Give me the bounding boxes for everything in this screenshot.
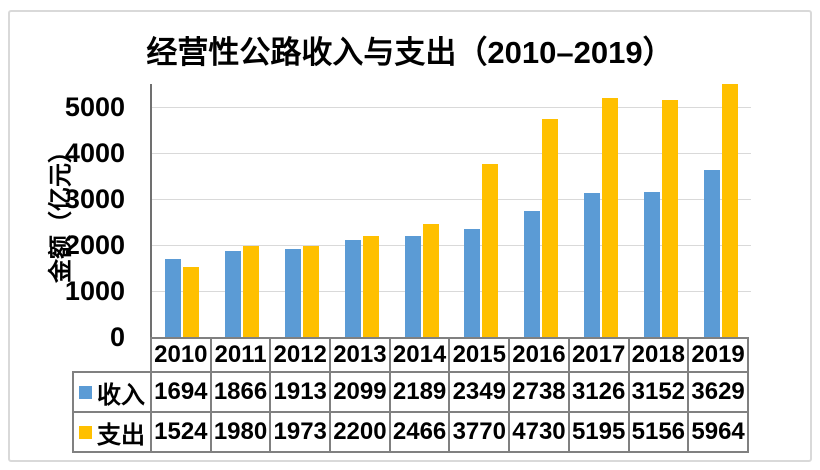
data-table: 2010 2011 2012 2013 2014 2015 2016 2017 2018 2019… (72, 337, 749, 453)
value-cell: 5195 (567, 411, 630, 453)
y-axis-tick-label: 1000 (64, 276, 125, 306)
bar-expense-2018 (662, 99, 679, 337)
value-cell: 1980 (209, 411, 272, 453)
legend-cell: 支出 (72, 411, 152, 453)
y-axis-tick-label: 5000 (64, 92, 125, 122)
gridline (152, 153, 751, 154)
series-row-expense: 支出 1524 1980 1973 2200 2466 3770 4730 5195 5156 59… (72, 411, 749, 453)
legend-cell: 收入 (72, 371, 152, 413)
bar-expense-2019 (722, 84, 739, 337)
bar-income-2015 (464, 228, 481, 337)
value-cell: 3152 (627, 371, 690, 413)
x-axis-year-label: 2015 (448, 337, 511, 373)
bar-expense-2013 (362, 235, 379, 337)
x-axis-year-label: 2018 (627, 337, 690, 373)
value-cell: 1913 (269, 371, 332, 413)
value-cell: 2349 (448, 371, 511, 413)
x-axis-year-label: 2012 (269, 337, 332, 373)
value-cell: 2099 (329, 371, 391, 413)
table-spacer-cell (73, 338, 151, 372)
value-cell: 2466 (388, 411, 451, 453)
gridline (152, 199, 751, 200)
value-cell: 2200 (329, 411, 391, 453)
y-axis-tick-label: 2000 (64, 230, 125, 260)
bar-income-2014 (404, 236, 421, 337)
bar-expense-2014 (422, 223, 439, 337)
chart-title: 经营性公路收入与支出（2010–2019） (146, 35, 674, 70)
gridline (152, 107, 751, 108)
value-cell: 4730 (508, 411, 570, 453)
gridline (152, 245, 751, 246)
bar-income-2013 (344, 240, 361, 337)
x-axis-year-label: 2013 (329, 337, 391, 373)
x-axis-year-label: 2017 (567, 337, 630, 373)
bar-expense-2015 (482, 163, 499, 337)
year-header-row: 2010 2011 2012 2013 2014 2015 2016 2017 2018 2019 (73, 337, 749, 373)
gridline (152, 291, 751, 292)
bar-income-2019 (704, 170, 721, 337)
bar-income-2017 (584, 193, 601, 337)
series-row-income: 收入 1694 1866 1913 2099 2189 2349 2738 3126 3152 36… (72, 371, 749, 413)
bar-income-2011 (224, 251, 241, 337)
value-cell: 3126 (567, 371, 630, 413)
value-cell: 3770 (448, 411, 511, 453)
value-cell: 1524 (150, 411, 212, 453)
x-axis-year-label: 2016 (508, 337, 570, 373)
y-axis-tick-label: 3000 (64, 184, 125, 214)
bar-expense-2016 (542, 119, 559, 337)
bar-expense-2017 (602, 98, 619, 337)
value-cell: 3629 (687, 371, 749, 413)
bar-income-2016 (524, 211, 541, 337)
legend-swatch-expense (79, 425, 92, 439)
bar-income-2010 (164, 259, 181, 337)
bar-income-2012 (284, 249, 301, 337)
x-axis-year-label: 2014 (388, 337, 451, 373)
legend-swatch-income (79, 385, 92, 399)
value-cell: 5156 (627, 411, 690, 453)
plot-area (150, 84, 751, 337)
series-name-label: 收入 (97, 381, 145, 409)
y-axis-tick-label: 0 (109, 322, 125, 352)
value-cell: 2738 (508, 371, 570, 413)
bar-expense-2011 (242, 245, 259, 337)
bar-income-2018 (644, 192, 661, 337)
series-name-label: 支出 (97, 421, 145, 449)
bar-expense-2010 (182, 266, 199, 337)
value-cell: 1973 (269, 411, 332, 453)
x-axis-year-label: 2011 (209, 337, 272, 373)
x-axis-year-label: 2019 (687, 337, 749, 373)
x-axis-year-label: 2010 (150, 337, 212, 373)
value-cell: 1694 (150, 371, 212, 413)
bar-expense-2012 (302, 246, 319, 337)
value-cell: 1866 (209, 371, 272, 413)
y-axis-tick-label: 4000 (64, 138, 125, 168)
value-cell: 5964 (687, 411, 749, 453)
value-cell: 2189 (388, 371, 451, 413)
